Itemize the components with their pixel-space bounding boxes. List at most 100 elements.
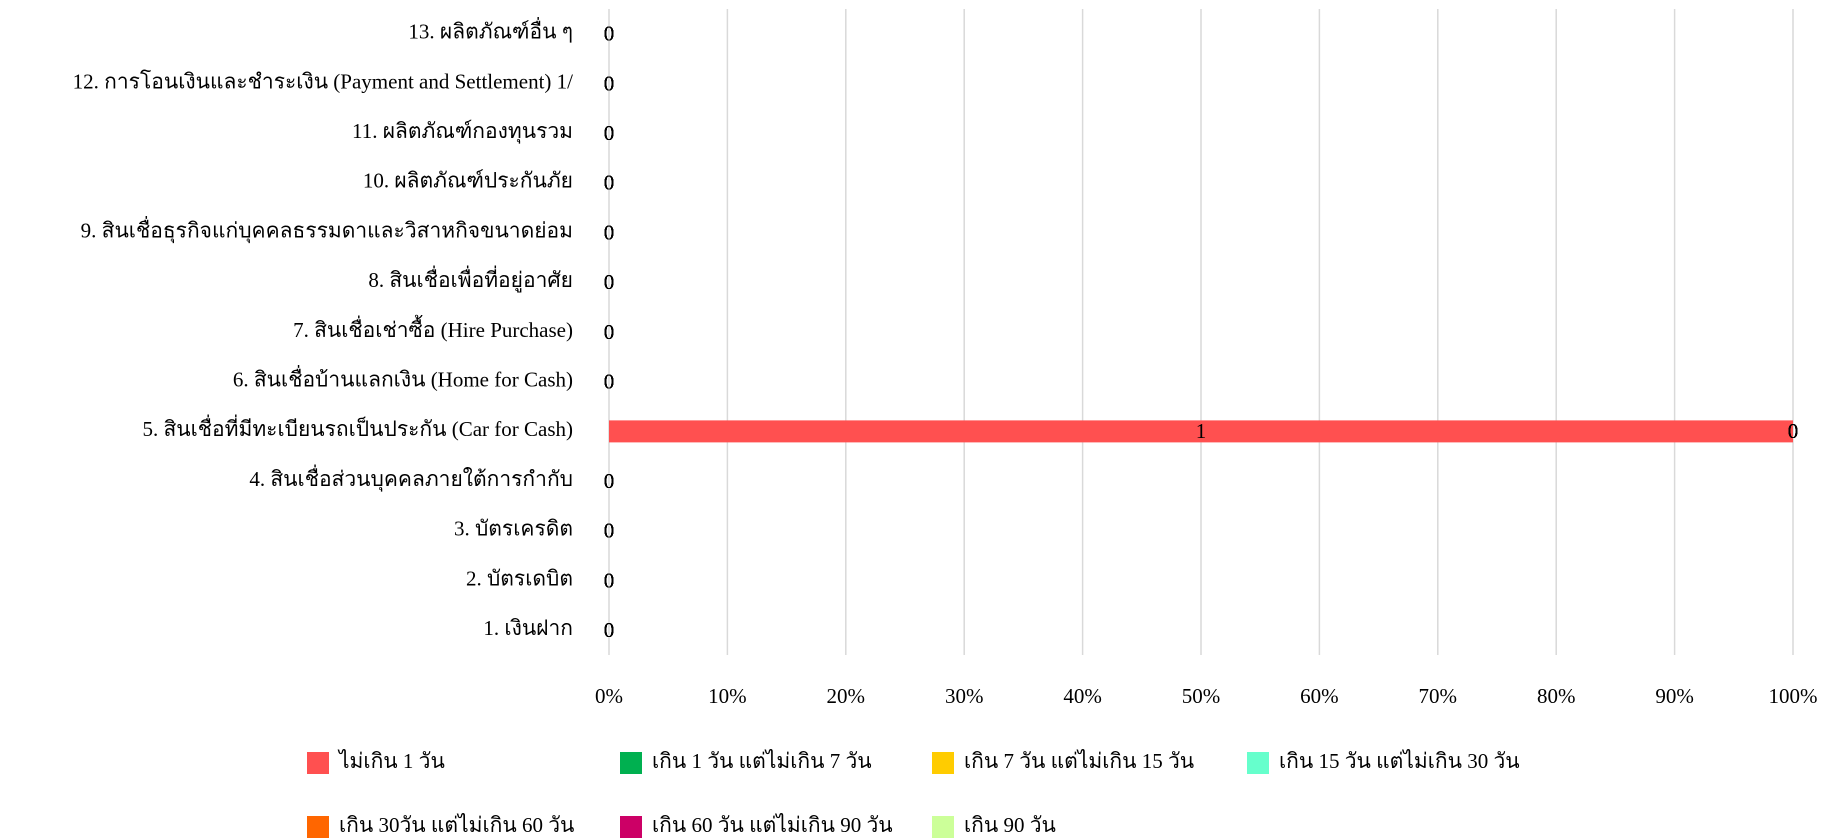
data-label: 0 xyxy=(604,121,615,145)
data-label: 0 xyxy=(604,270,615,294)
data-label: 0 xyxy=(1788,419,1799,443)
data-label: 0 xyxy=(604,519,615,543)
x-tick-label: 10% xyxy=(708,684,747,708)
legend-swatch xyxy=(620,816,642,838)
data-label: 0 xyxy=(1788,419,1799,443)
x-tick-label: 30% xyxy=(945,684,984,708)
data-label: 0 xyxy=(604,519,615,543)
data-label: 0 xyxy=(604,469,615,493)
bars xyxy=(609,420,1793,443)
data-label: 0 xyxy=(604,71,615,95)
y-tick-label: 1. เงินฝาก xyxy=(483,616,573,640)
legend-label: เกิน 30วัน แต่ไม่เกิน 60 วัน xyxy=(339,813,574,837)
data-label: 0 xyxy=(604,171,615,195)
data-label: 0 xyxy=(604,469,615,493)
data-label: 0 xyxy=(604,519,615,543)
y-tick-label: 2. บัตรเดบิต xyxy=(466,566,573,590)
data-label: 1 xyxy=(1196,419,1207,443)
data-label: 0 xyxy=(604,320,615,344)
data-label: 0 xyxy=(604,618,615,642)
data-label: 0 xyxy=(604,121,615,145)
data-label: 0 xyxy=(604,171,615,195)
data-label: 0 xyxy=(604,22,615,46)
data-label: 0 xyxy=(604,71,615,95)
data-label: 0 xyxy=(604,469,615,493)
x-tick-label: 0% xyxy=(595,684,623,708)
data-label: 0 xyxy=(604,71,615,95)
y-tick-label: 5. สินเชื่อที่มีทะเบียนรถเป็นประกัน (Car… xyxy=(142,414,573,441)
data-label: 0 xyxy=(604,618,615,642)
legend-swatch xyxy=(620,752,642,774)
data-label: 0 xyxy=(604,71,615,95)
legend-swatch xyxy=(1247,752,1269,774)
y-tick-label: 8. สินเชื่อเพื่อที่อยู่อาศัย xyxy=(368,265,573,293)
data-label: 0 xyxy=(604,469,615,493)
legend-label: เกิน 90 วัน xyxy=(964,813,1056,837)
data-label: 0 xyxy=(604,320,615,344)
legend-label: เกิน 60 วัน แต่ไม่เกิน 90 วัน xyxy=(652,813,893,837)
legend-label: เกิน 1 วัน แต่ไม่เกิน 7 วัน xyxy=(652,749,872,773)
x-tick-label: 20% xyxy=(827,684,866,708)
data-label: 0 xyxy=(604,22,615,46)
data-label: 0 xyxy=(604,270,615,294)
data-label: 0 xyxy=(604,71,615,95)
data-label: 0 xyxy=(604,220,615,244)
legend-label: เกิน 15 วัน แต่ไม่เกิน 30 วัน xyxy=(1279,749,1520,773)
data-label: 0 xyxy=(604,568,615,592)
data-label: 0 xyxy=(604,171,615,195)
y-tick-label: 7. สินเชื่อเช่าซื้อ (Hire Purchase) xyxy=(293,315,573,342)
legend-swatch xyxy=(932,752,954,774)
data-label: 0 xyxy=(604,568,615,592)
data-label: 0 xyxy=(604,22,615,46)
data-label: 0 xyxy=(604,220,615,244)
y-tick-label: 10. ผลิตภัณฑ์ประกันภัย xyxy=(363,169,573,193)
data-label: 0 xyxy=(604,121,615,145)
data-label: 0 xyxy=(604,568,615,592)
data-label: 0 xyxy=(604,469,615,493)
legend-label: เกิน 7 วัน แต่ไม่เกิน 15 วัน xyxy=(964,749,1194,773)
legend-swatch xyxy=(307,816,329,838)
x-tick-label: 90% xyxy=(1655,684,1694,708)
data-label: 0 xyxy=(604,370,615,394)
data-label: 0 xyxy=(604,121,615,145)
data-label: 0 xyxy=(604,618,615,642)
data-label: 0 xyxy=(604,519,615,543)
data-label: 0 xyxy=(604,370,615,394)
data-label: 0 xyxy=(604,320,615,344)
data-label: 0 xyxy=(604,320,615,344)
data-label: 0 xyxy=(604,270,615,294)
data-label: 0 xyxy=(604,220,615,244)
data-label: 0 xyxy=(604,320,615,344)
data-label: 0 xyxy=(604,270,615,294)
y-tick-label: 9. สินเชื่อธุรกิจแก่บุคคลธรรมดาและวิสาหก… xyxy=(81,215,573,243)
data-label: 0 xyxy=(604,171,615,195)
x-tick-label: 80% xyxy=(1537,684,1576,708)
x-tick-label: 100% xyxy=(1769,684,1818,708)
data-label: 0 xyxy=(604,568,615,592)
data-label: 0 xyxy=(604,71,615,95)
data-label: 0 xyxy=(604,220,615,244)
data-label: 0 xyxy=(604,370,615,394)
y-tick-label: 3. บัตรเครดิต xyxy=(454,517,573,541)
data-label: 0 xyxy=(604,22,615,46)
data-label: 0 xyxy=(604,568,615,592)
data-label: 0 xyxy=(1788,419,1799,443)
data-label: 0 xyxy=(604,320,615,344)
data-label: 0 xyxy=(604,121,615,145)
y-tick-label: 6. สินเชื่อบ้านแลกเงิน (Home for Cash) xyxy=(233,365,573,392)
data-label: 0 xyxy=(604,22,615,46)
data-label: 0 xyxy=(604,618,615,642)
data-label: 0 xyxy=(604,71,615,95)
data-label: 0 xyxy=(604,270,615,294)
data-label: 0 xyxy=(604,519,615,543)
data-label: 0 xyxy=(604,171,615,195)
legend-swatch xyxy=(932,816,954,838)
x-tick-label: 70% xyxy=(1419,684,1458,708)
data-label: 0 xyxy=(604,220,615,244)
legend-label: ไม่เกิน 1 วัน xyxy=(337,749,445,773)
y-tick-label: 12. การโอนเงินและชำระเงิน (Payment and S… xyxy=(73,69,574,93)
data-label: 0 xyxy=(604,171,615,195)
data-label: 0 xyxy=(604,370,615,394)
y-tick-label: 11. ผลิตภัณฑ์กองทุนรวม xyxy=(352,119,573,144)
data-label: 0 xyxy=(604,270,615,294)
